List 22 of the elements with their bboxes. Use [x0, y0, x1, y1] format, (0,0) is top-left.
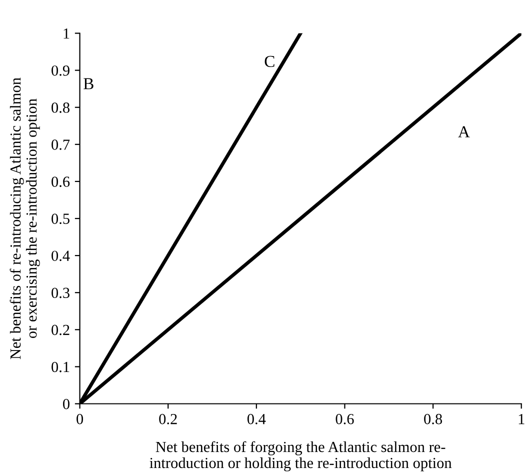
x-tick-label: 1: [518, 414, 524, 424]
y-tick-label: 0.8: [52, 102, 70, 113]
y-tick-label: 0.2: [52, 324, 70, 336]
y-tick-label: 0.5: [52, 214, 70, 224]
y-tick-label: 0.1: [52, 362, 70, 372]
y-tick-label: 0.6: [52, 176, 70, 187]
y-tick-label: 0.9: [52, 65, 70, 76]
y-tick-label: 0.4: [52, 250, 70, 262]
annotation: B: [84, 78, 94, 90]
x-axis-title: Net benefits of forgoing the Atlantic salmon re- introduction or holding the re-introduction option: [150, 441, 452, 472]
y-tick-label: 0.7: [52, 140, 70, 150]
x-tick-label: 0.2: [159, 414, 177, 424]
annotation: A: [458, 126, 470, 138]
annotation: C: [264, 56, 274, 68]
x-tick-label: 0.4: [247, 414, 266, 424]
y-tick-label: 0.3: [52, 288, 70, 298]
x-tick-label: 0: [76, 414, 84, 424]
y-tick-label: 0: [63, 398, 70, 410]
x-tick-label: 0.6: [336, 414, 354, 424]
y-tick-label: 1: [64, 28, 70, 39]
y-axis-title: Net benefits of re-introducing Atlantic salmon or exercising the re-introduction option: [10, 78, 40, 360]
x-tick-label: 0.8: [424, 414, 442, 424]
